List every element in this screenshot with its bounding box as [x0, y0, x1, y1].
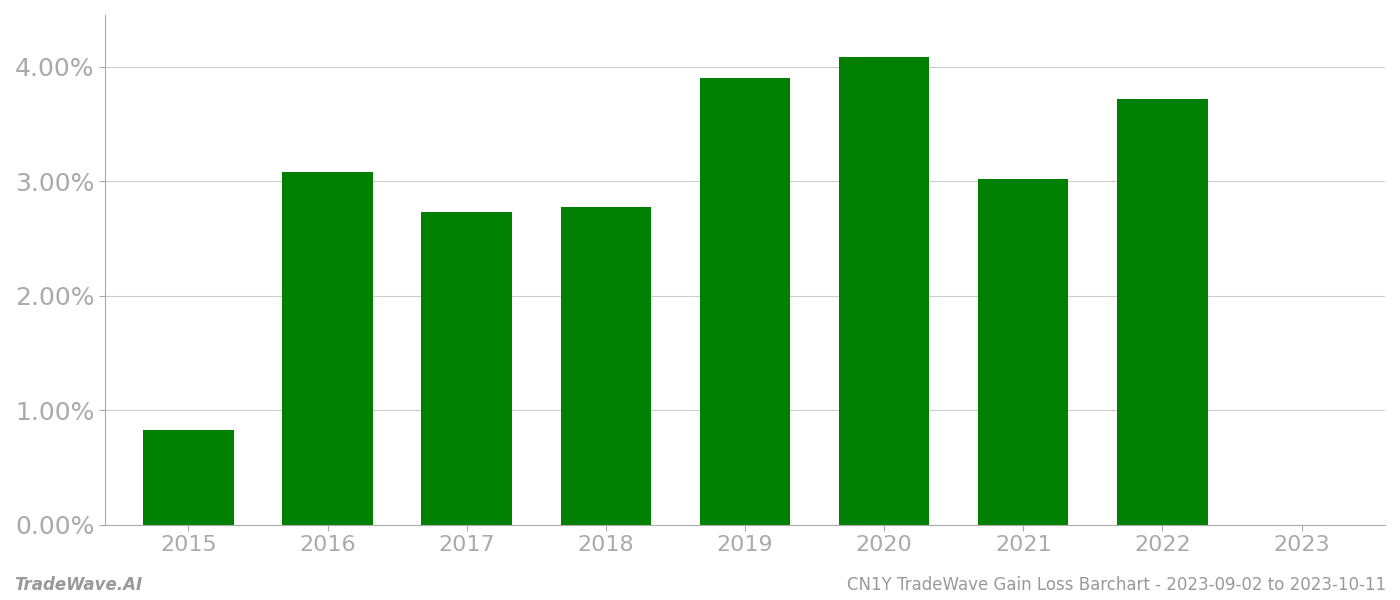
Bar: [1117, 98, 1208, 524]
Bar: [839, 58, 930, 524]
Bar: [143, 430, 234, 524]
Bar: [979, 179, 1068, 524]
Text: CN1Y TradeWave Gain Loss Barchart - 2023-09-02 to 2023-10-11: CN1Y TradeWave Gain Loss Barchart - 2023…: [847, 576, 1386, 594]
Bar: [421, 212, 512, 524]
Bar: [283, 172, 372, 524]
Bar: [700, 78, 790, 524]
Text: TradeWave.AI: TradeWave.AI: [14, 576, 143, 594]
Bar: [560, 208, 651, 524]
